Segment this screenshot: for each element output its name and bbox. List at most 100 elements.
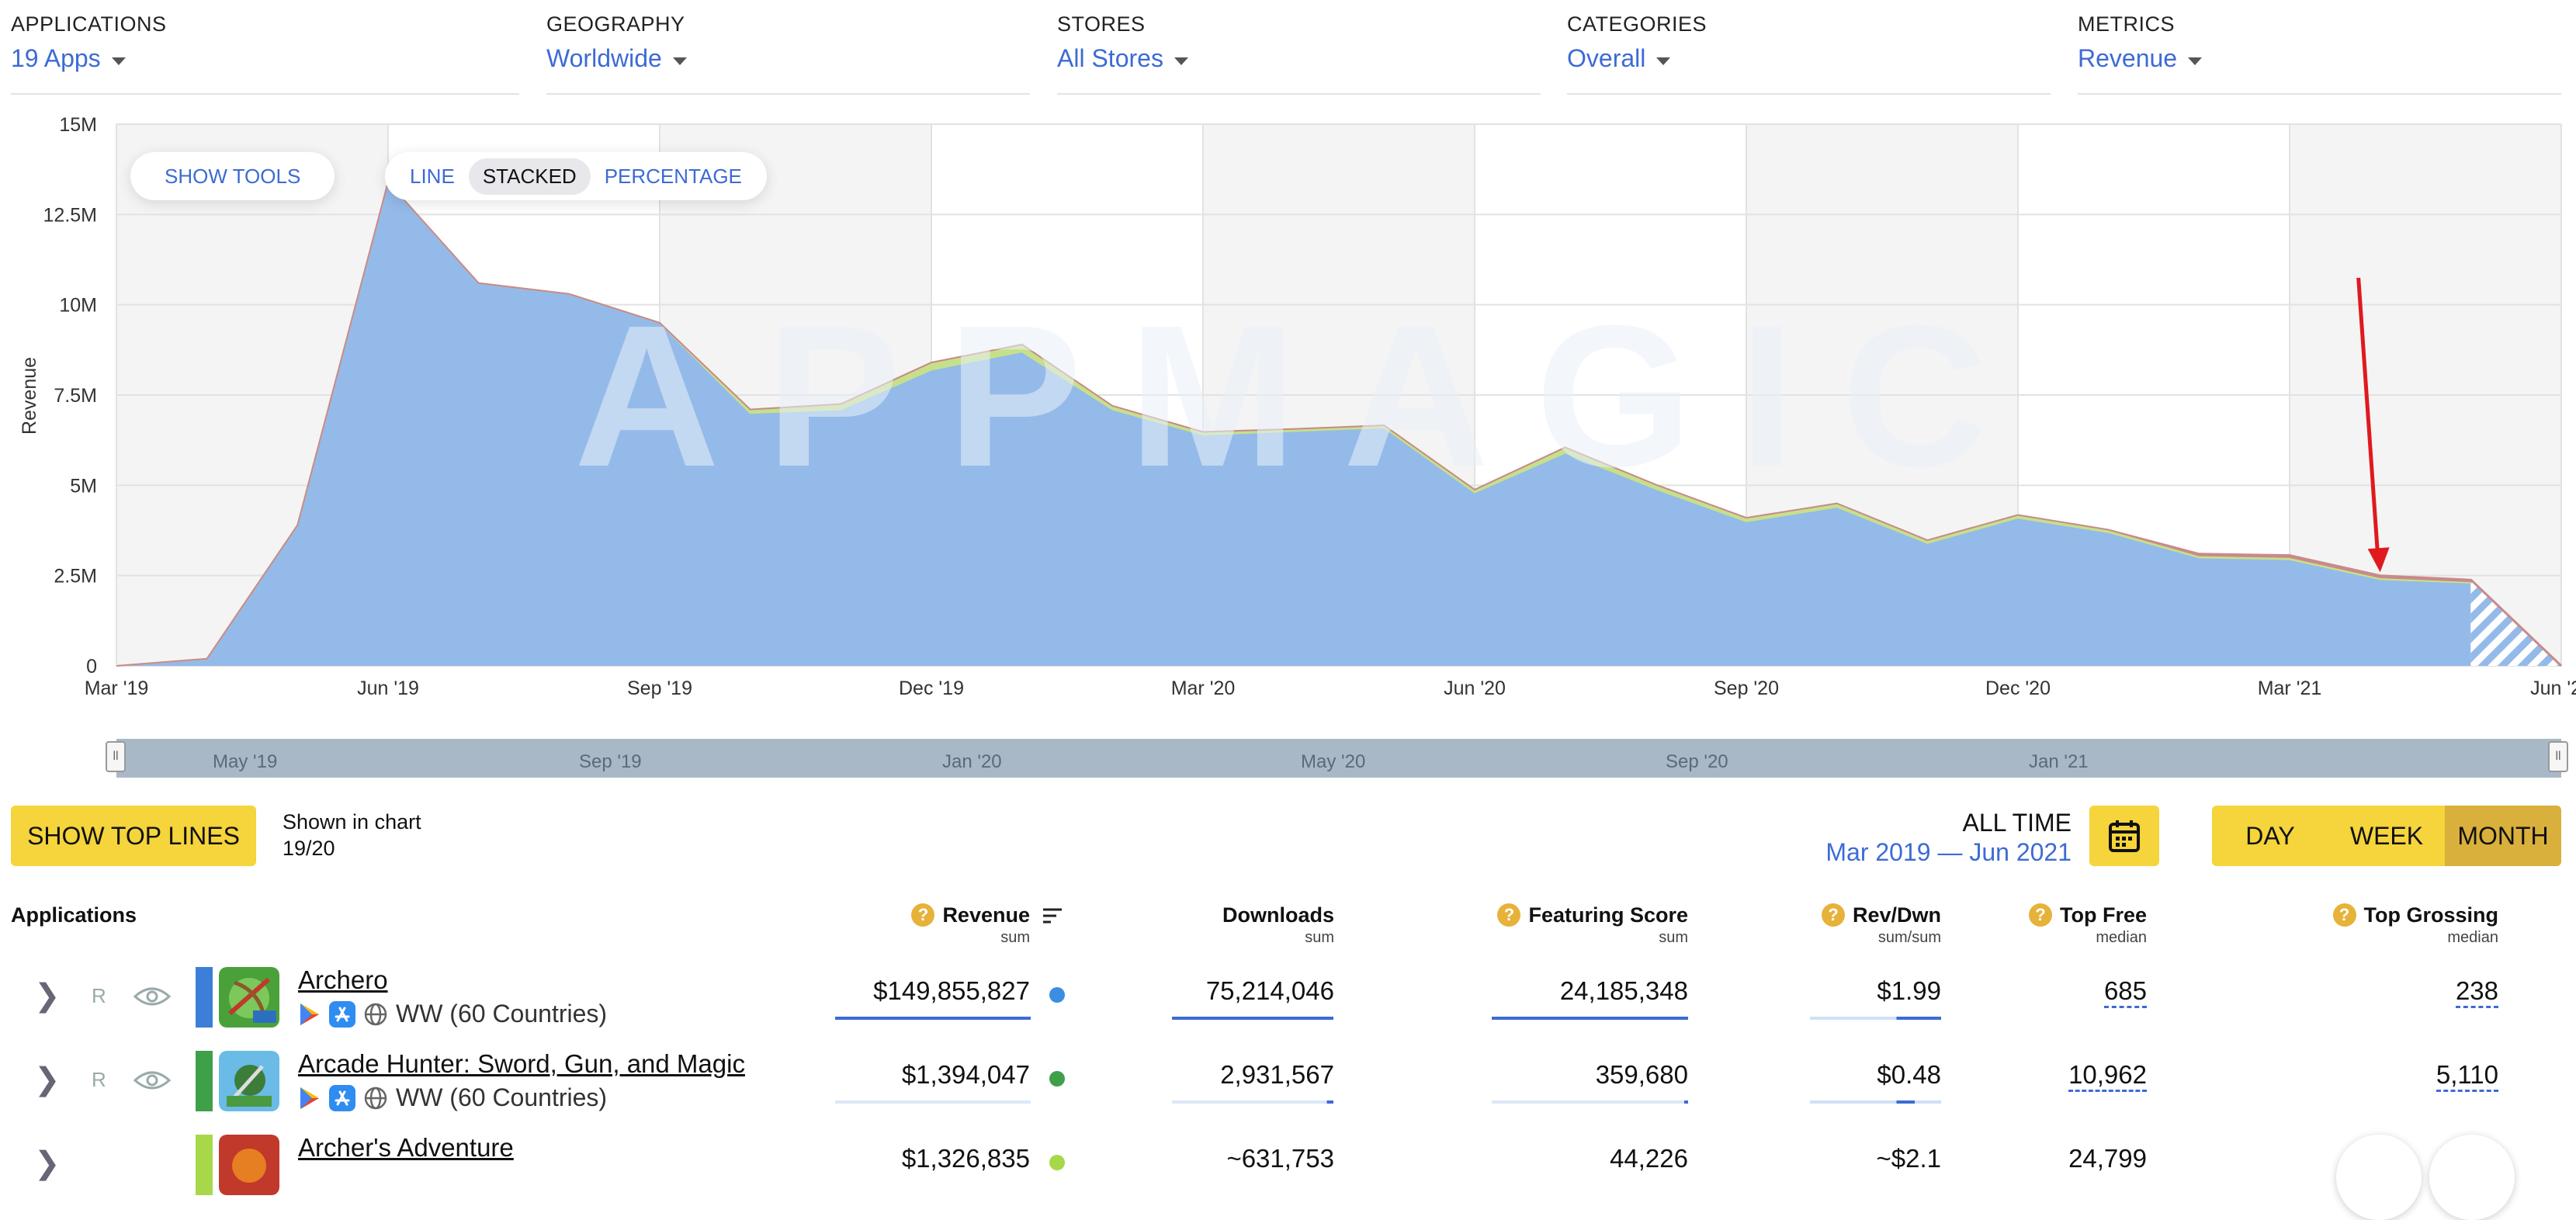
- range-navigator[interactable]: [116, 739, 2561, 778]
- help-icon[interactable]: ?: [1497, 903, 1521, 927]
- period-week-button[interactable]: WEEK: [2349, 821, 2424, 850]
- series-dot: [1049, 987, 1065, 1003]
- divider: [546, 93, 1030, 95]
- column-header-downloads[interactable]: Downloads sum: [1222, 903, 1334, 947]
- featuring-bar: [1492, 1017, 1688, 1020]
- y-tick-label: 12.5M: [43, 204, 97, 226]
- series-dot: [1049, 1071, 1065, 1087]
- applications-dropdown[interactable]: 19 Apps: [11, 44, 519, 73]
- visibility-eye-icon[interactable]: [133, 1069, 171, 1091]
- revenue-value: $149,855,827: [873, 976, 1030, 1005]
- y-tick-label: 5M: [70, 475, 97, 497]
- app-meta: WW (60 Countries): [298, 1083, 607, 1112]
- filter-label: GEOGRAPHY: [546, 12, 685, 36]
- floating-action-button[interactable]: [2429, 1135, 2515, 1220]
- series-color-stripe: [196, 1135, 213, 1195]
- all-time-label: ALL TIME: [1962, 809, 2072, 837]
- expand-row-icon[interactable]: ❯: [34, 979, 61, 1013]
- mode-percentage-button[interactable]: PERCENTAGE: [604, 164, 742, 188]
- floating-action-button[interactable]: [2336, 1135, 2422, 1220]
- mode-line-button[interactable]: LINE: [410, 164, 455, 188]
- help-icon[interactable]: ?: [2028, 903, 2052, 927]
- app-name-link[interactable]: Archero: [298, 965, 388, 994]
- x-tick-label: Jun '21: [2530, 678, 2576, 699]
- row-r-label: R: [92, 1068, 106, 1091]
- divider: [11, 93, 519, 95]
- series-dot: [1049, 1155, 1065, 1170]
- downloads-bar: [1172, 1017, 1333, 1020]
- annotation-arrow-head: [2367, 547, 2390, 573]
- filter-label: APPLICATIONS: [11, 12, 167, 36]
- stores-dropdown[interactable]: All Stores: [1057, 44, 1541, 73]
- chart-mode-pill: LINE STACKED PERCENTAGE: [385, 152, 767, 200]
- caret-down-icon: [2188, 57, 2203, 65]
- rev-dwn-value: $1.99: [1877, 976, 1941, 1005]
- navigator-label: Sep '20: [1666, 751, 1728, 772]
- x-tick-label: Mar '19: [85, 678, 149, 699]
- stacked-area-series: [116, 182, 2471, 666]
- revenue-chart: 0 2.5M 5M 7.5M 10M 12.5M 15M Mar '19 Jun '19 Sep …: [19, 114, 2576, 699]
- sort-icon[interactable]: [1042, 906, 1063, 925]
- app-store-icon: [329, 1000, 355, 1028]
- filter-value: Overall: [1567, 44, 1646, 72]
- top-grossing-value[interactable]: 5,110: [2436, 1060, 2498, 1092]
- categories-dropdown[interactable]: Overall: [1567, 44, 2051, 73]
- x-tick-label: Dec '19: [899, 678, 964, 699]
- column-label: Featuring Score: [1528, 903, 1688, 927]
- expand-row-icon[interactable]: ❯: [34, 1146, 61, 1180]
- filter-metrics: METRICS Revenue: [2078, 12, 2561, 95]
- show-top-lines-button[interactable]: SHOW TOP LINES: [11, 806, 256, 866]
- app-meta: WW (60 Countries): [298, 1000, 607, 1028]
- show-tools-button[interactable]: SHOW TOOLS: [165, 164, 301, 188]
- period-day-button[interactable]: DAY: [2245, 821, 2295, 850]
- column-sub: sum: [1305, 929, 1334, 946]
- top-grossing-value[interactable]: 238: [2455, 976, 2498, 1008]
- top-free-value[interactable]: 10,962: [2068, 1060, 2147, 1092]
- metrics-dropdown[interactable]: Revenue: [2078, 44, 2561, 73]
- app-name-link[interactable]: Archer's Adventure: [298, 1133, 514, 1162]
- rev-dwn-bar: [1810, 1100, 1941, 1104]
- date-range-link[interactable]: Mar 2019 — Jun 2021: [1825, 838, 2072, 866]
- column-label: Top Free: [2059, 903, 2147, 927]
- app-name-link[interactable]: Arcade Hunter: Sword, Gun, and Magic: [298, 1049, 745, 1078]
- column-header-top-free[interactable]: ? Top Free median: [2028, 903, 2147, 947]
- mode-stacked-button[interactable]: STACKED: [468, 158, 591, 195]
- column-header-revenue[interactable]: ? Revenue sum: [911, 903, 1030, 947]
- period-selector: DAY WEEK MONTH: [2212, 806, 2561, 866]
- navigator-right-handle[interactable]: ll: [2548, 741, 2568, 772]
- appmagic-watermark: APPMAGIC: [574, 284, 2033, 509]
- revenue-bar: [835, 1017, 1031, 1020]
- help-icon[interactable]: ?: [1821, 903, 1845, 927]
- help-icon[interactable]: ?: [911, 903, 935, 927]
- series-color-stripe: [196, 1051, 213, 1111]
- column-header-featuring-score[interactable]: ? Featuring Score sum: [1497, 903, 1688, 947]
- calendar-button[interactable]: [2089, 806, 2159, 866]
- featuring-value: 359,680: [1595, 1060, 1688, 1089]
- geography-dropdown[interactable]: Worldwide: [546, 44, 1030, 73]
- help-icon[interactable]: ?: [2332, 903, 2356, 927]
- expand-row-icon[interactable]: ❯: [34, 1062, 61, 1097]
- app-region: WW (60 Countries): [396, 1083, 608, 1111]
- filter-geography: GEOGRAPHY Worldwide: [546, 12, 1030, 95]
- featuring-value: 44,226: [1610, 1144, 1688, 1173]
- downloads-value: ~631,753: [1226, 1144, 1334, 1173]
- navigator-label: Sep '19: [579, 751, 642, 772]
- column-sub: sum: [1659, 929, 1688, 946]
- x-tick-label: Dec '20: [1985, 678, 2051, 699]
- column-header-top-grossing[interactable]: ? Top Grossing median: [2332, 903, 2499, 947]
- divider: [1567, 93, 2051, 95]
- column-label: Top Grossing: [2363, 903, 2499, 927]
- rev-dwn-value: ~$2.1: [1876, 1144, 1942, 1173]
- filter-value: All Stores: [1057, 44, 1163, 72]
- column-header-rev-dwn[interactable]: ? Rev/Dwn sum/sum: [1821, 903, 1941, 947]
- filter-label: METRICS: [2078, 12, 2175, 36]
- filter-value: 19 Apps: [11, 44, 101, 72]
- column-label: Rev/Dwn: [1852, 903, 1941, 927]
- navigator-left-handle[interactable]: ll: [106, 741, 126, 772]
- top-free-value[interactable]: 24,799: [2068, 1144, 2147, 1173]
- visibility-eye-icon[interactable]: [133, 986, 171, 1007]
- y-axis-label: Revenue: [19, 357, 40, 435]
- period-month-button[interactable]: MONTH: [2445, 806, 2561, 866]
- y-tick-label: 0: [86, 656, 97, 678]
- top-free-value[interactable]: 685: [2103, 976, 2147, 1008]
